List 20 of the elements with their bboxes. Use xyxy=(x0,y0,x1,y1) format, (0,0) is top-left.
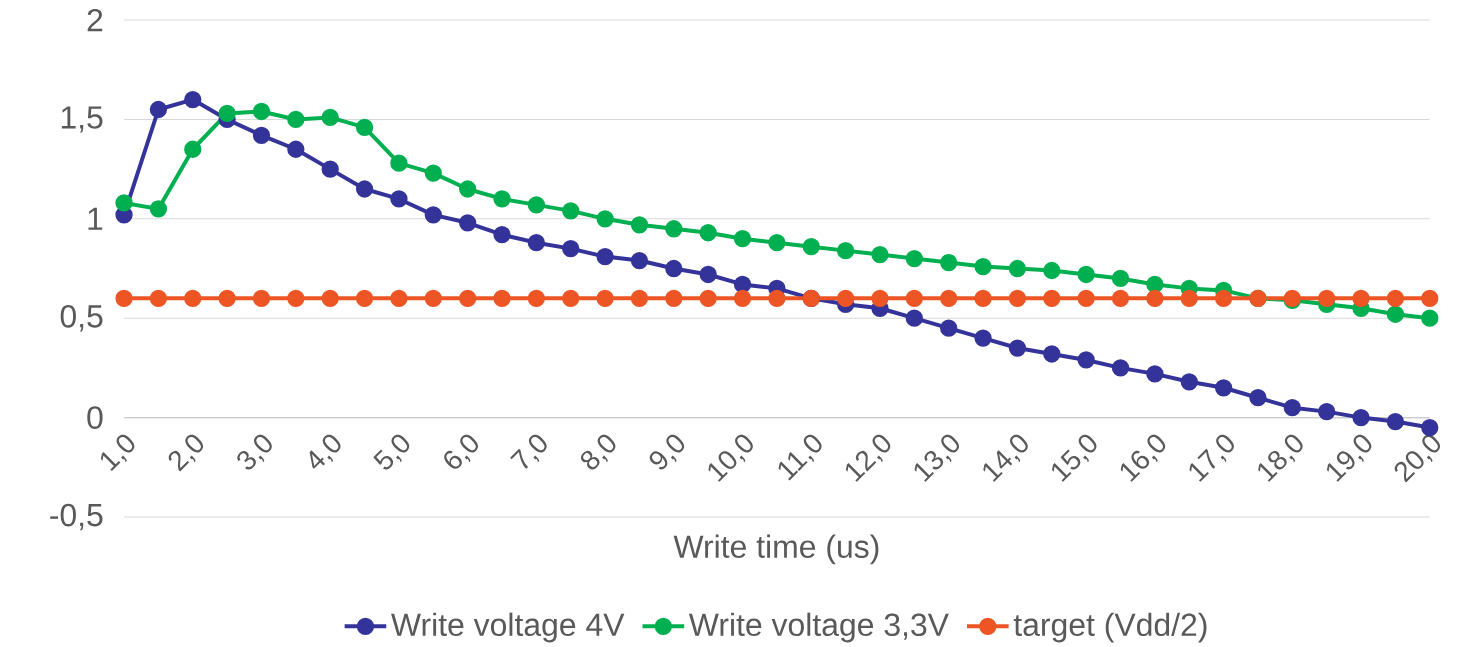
x-tick-label: 3,0 xyxy=(237,434,272,470)
legend-label: target (Vdd/2) xyxy=(1013,612,1207,643)
y-tick-label: 1 xyxy=(88,207,103,230)
y-tick-label: -0,5 xyxy=(50,503,103,531)
legend-label: Write voltage 4V xyxy=(391,612,625,643)
x-tick-label: 8,0 xyxy=(580,434,616,470)
x-tick-label: 9,0 xyxy=(649,434,685,470)
x-tick-label: 2,0 xyxy=(168,434,204,472)
x-tick-label: 6,0 xyxy=(444,434,478,469)
x-tick-label: 11,0 xyxy=(778,434,822,481)
y-tick-label: 0,5 xyxy=(60,305,103,332)
y-tick-label: 0 xyxy=(87,406,103,429)
y-tick-label: 2 xyxy=(87,8,103,32)
x-tick-label: 5,0 xyxy=(373,434,410,470)
x-tick-label: 4,0 xyxy=(309,434,341,469)
x-axis-title: Write time (us) xyxy=(673,534,879,565)
y-tick-label: 1,5 xyxy=(61,106,103,133)
x-tick-label: 1,0 xyxy=(100,434,135,471)
legend-label: Write voltage 3,3V xyxy=(688,612,949,643)
x-tick-label: 7,0 xyxy=(510,434,547,469)
